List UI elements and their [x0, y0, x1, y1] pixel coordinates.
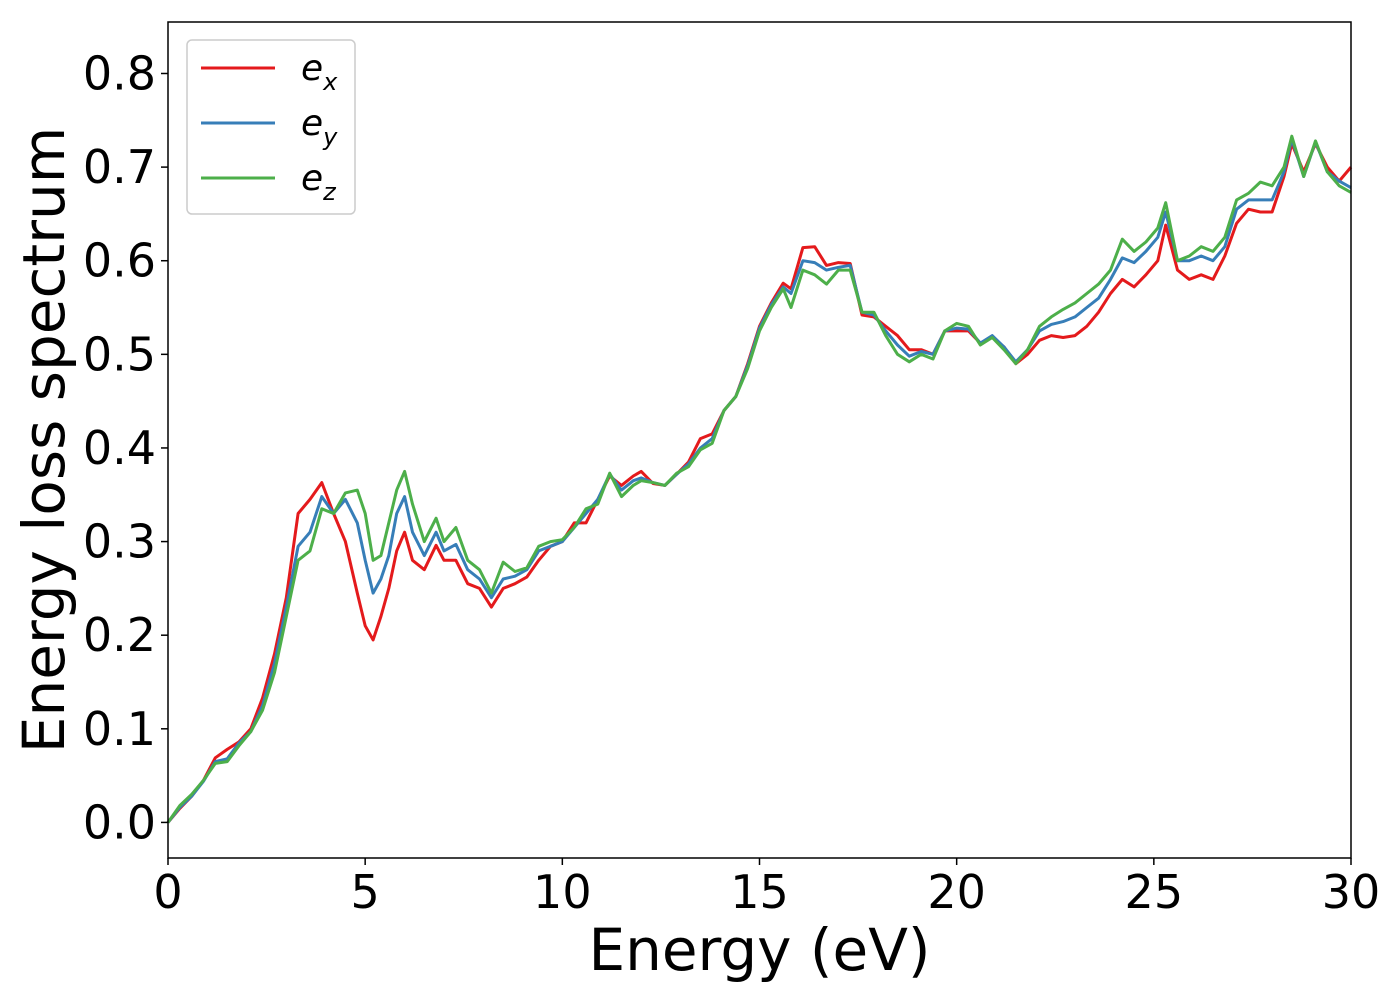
x-tick-label: 20	[927, 865, 986, 919]
plot-lines	[166, 134, 1353, 824]
legend-entry-subscript: z	[322, 178, 337, 206]
legend-entry-x: ex	[301, 48, 338, 96]
y-axis-ticks: 0.0 0.1 0.2 0.3 0.4 0.5 0.6 0.7 0.8	[83, 46, 168, 849]
y-tick-label: 0.5	[83, 327, 156, 381]
legend-entry-base: e	[301, 158, 323, 199]
x-axis-ticks: 0 5 10 15 20 25 30	[153, 858, 1380, 919]
y-tick-label: 0.1	[83, 702, 156, 756]
x-axis-label: Energy (eV)	[588, 916, 930, 984]
series-line-z	[166, 134, 1352, 824]
x-tick-label: 10	[533, 865, 592, 919]
x-tick-label: 15	[730, 865, 789, 919]
y-tick-label: 0.0	[83, 795, 156, 849]
legend-entry-z: ez	[301, 158, 337, 206]
legend-entry-base: e	[301, 48, 323, 89]
y-axis-label: Energy loss spectrum	[10, 127, 78, 753]
x-tick-label: 25	[1125, 865, 1184, 919]
y-tick-label: 0.3	[83, 515, 156, 569]
legend-entry-base: e	[301, 103, 323, 144]
x-tick-label: 5	[351, 865, 380, 919]
legend-box	[186, 39, 356, 215]
x-tick-label: 30	[1322, 865, 1381, 919]
y-tick-label: 0.6	[83, 234, 156, 288]
y-tick-label: 0.4	[83, 421, 156, 475]
y-tick-label: 0.7	[83, 140, 156, 194]
legend-entry-subscript: x	[322, 68, 338, 96]
legend-entry-y: ey	[301, 103, 338, 151]
legend-entry-subscript: y	[322, 123, 338, 151]
y-tick-label: 0.8	[83, 46, 156, 100]
y-tick-label: 0.2	[83, 608, 156, 662]
x-tick-label: 0	[153, 865, 182, 919]
